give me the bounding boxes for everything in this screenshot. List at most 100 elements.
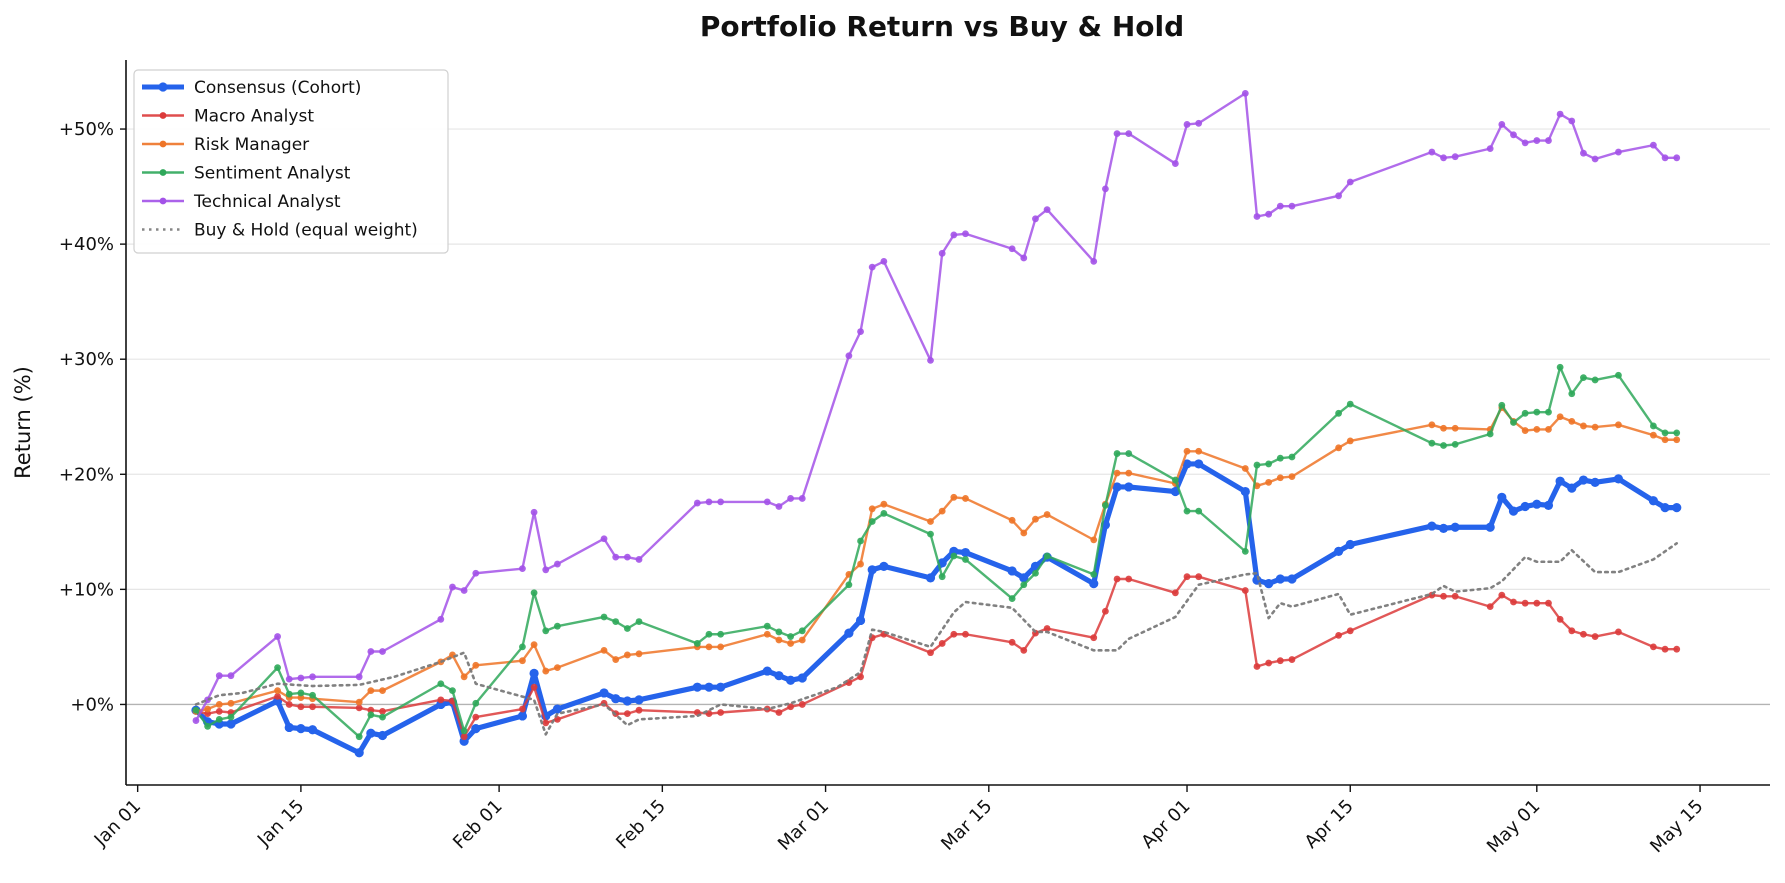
data-point-consensus-cohort-72 bbox=[1672, 503, 1682, 513]
data-point-consensus-cohort-57 bbox=[1438, 523, 1449, 533]
data-point-sentiment-analyst-58 bbox=[1451, 440, 1459, 448]
data-point-risk-manager-52 bbox=[1276, 474, 1284, 482]
data-point-sentiment-analyst-6 bbox=[297, 689, 305, 697]
data-point-consensus-cohort-26 bbox=[762, 666, 772, 676]
data-point-risk-manager-31 bbox=[857, 560, 864, 568]
data-point-technical-analyst-48 bbox=[1195, 119, 1203, 127]
data-point-sentiment-analyst-68 bbox=[1591, 376, 1599, 384]
legend-label-risk-manager: Risk Manager bbox=[194, 135, 309, 155]
data-point-sentiment-analyst-24 bbox=[705, 630, 713, 638]
data-point-technical-analyst-8 bbox=[355, 673, 363, 681]
data-point-technical-analyst-19 bbox=[600, 535, 608, 543]
data-point-consensus-cohort-47 bbox=[1182, 459, 1192, 469]
data-point-risk-manager-4 bbox=[274, 687, 281, 695]
data-point-macro-analyst-7 bbox=[309, 703, 316, 711]
data-point-sentiment-analyst-7 bbox=[309, 691, 316, 699]
data-point-sentiment-analyst-22 bbox=[635, 618, 643, 625]
data-point-sentiment-analyst-39 bbox=[1020, 581, 1028, 589]
data-point-sentiment-analyst-19 bbox=[600, 613, 608, 621]
data-point-macro-analyst-49 bbox=[1241, 587, 1249, 594]
data-point-technical-analyst-4 bbox=[274, 633, 281, 640]
data-point-consensus-cohort-23 bbox=[692, 682, 702, 692]
legend-swatch-marker-technical-analyst bbox=[159, 197, 167, 205]
data-point-consensus-cohort-5 bbox=[284, 722, 294, 733]
data-point-technical-analyst-26 bbox=[763, 498, 771, 506]
data-point-sentiment-analyst-28 bbox=[787, 633, 794, 640]
data-point-consensus-cohort-48 bbox=[1194, 459, 1204, 469]
data-point-risk-manager-8 bbox=[355, 698, 363, 706]
data-point-sentiment-analyst-36 bbox=[950, 552, 958, 560]
data-point-consensus-cohort-70 bbox=[1648, 496, 1658, 506]
legend: Consensus (Cohort) Macro Analyst Risk Mana… bbox=[133, 69, 449, 254]
data-point-consensus-cohort-34 bbox=[925, 573, 936, 583]
legend-swatch-marker-consensus-cohort bbox=[158, 82, 168, 92]
data-point-technical-analyst-29 bbox=[798, 495, 806, 502]
data-point-sentiment-analyst-46 bbox=[1171, 476, 1179, 484]
data-point-risk-manager-71 bbox=[1661, 436, 1669, 444]
data-point-consensus-cohort-60 bbox=[1497, 492, 1507, 502]
data-point-technical-analyst-16 bbox=[530, 508, 538, 516]
data-point-macro-analyst-39 bbox=[1020, 646, 1028, 654]
data-point-macro-analyst-66 bbox=[1568, 627, 1576, 635]
y-tick-label-3: +30% bbox=[59, 349, 114, 370]
data-point-technical-analyst-6 bbox=[297, 674, 305, 682]
data-point-technical-analyst-55 bbox=[1346, 178, 1354, 186]
data-point-technical-analyst-20 bbox=[612, 553, 620, 561]
legend-label-consensus-cohort: Consensus (Cohort) bbox=[194, 78, 361, 98]
data-point-sentiment-analyst-2 bbox=[215, 716, 223, 723]
data-point-macro-analyst-41 bbox=[1043, 625, 1051, 632]
data-point-consensus-cohort-14 bbox=[471, 724, 481, 734]
data-point-macro-analyst-50 bbox=[1253, 663, 1261, 670]
data-point-technical-analyst-11 bbox=[437, 615, 445, 623]
data-point-technical-analyst-5 bbox=[285, 675, 293, 683]
data-point-consensus-cohort-24 bbox=[704, 682, 714, 692]
data-point-technical-analyst-50 bbox=[1253, 213, 1261, 220]
data-point-technical-analyst-45 bbox=[1125, 130, 1133, 138]
data-point-technical-analyst-18 bbox=[554, 560, 561, 568]
data-point-sentiment-analyst-53 bbox=[1288, 453, 1296, 461]
data-point-risk-manager-1 bbox=[204, 705, 212, 713]
legend-box bbox=[133, 69, 449, 254]
data-point-sentiment-analyst-57 bbox=[1440, 442, 1447, 449]
data-point-technical-analyst-33 bbox=[880, 257, 888, 265]
data-point-risk-manager-72 bbox=[1673, 436, 1681, 444]
data-point-risk-manager-66 bbox=[1568, 417, 1576, 425]
data-point-risk-manager-18 bbox=[554, 664, 561, 672]
data-point-sentiment-analyst-9 bbox=[367, 711, 375, 719]
data-point-technical-analyst-21 bbox=[623, 553, 631, 561]
data-point-technical-analyst-59 bbox=[1486, 145, 1494, 153]
data-point-macro-analyst-5 bbox=[285, 701, 293, 708]
data-point-risk-manager-29 bbox=[798, 636, 806, 644]
data-point-sentiment-analyst-72 bbox=[1673, 429, 1681, 437]
legend-entry-risk-manager: Risk Manager bbox=[142, 135, 309, 155]
data-point-macro-analyst-6 bbox=[297, 703, 305, 711]
data-point-consensus-cohort-67 bbox=[1578, 475, 1589, 485]
data-point-macro-analyst-25 bbox=[717, 709, 725, 716]
data-point-macro-analyst-63 bbox=[1533, 599, 1541, 607]
y-tick-label-4: +40% bbox=[59, 234, 114, 255]
data-point-consensus-cohort-19 bbox=[599, 688, 609, 698]
data-point-sentiment-analyst-71 bbox=[1661, 429, 1669, 437]
data-point-consensus-cohort-33 bbox=[879, 561, 889, 571]
data-point-sentiment-analyst-51 bbox=[1265, 460, 1273, 468]
data-point-risk-manager-47 bbox=[1183, 447, 1191, 455]
data-point-consensus-cohort-42 bbox=[1089, 579, 1099, 589]
data-point-consensus-cohort-58 bbox=[1450, 522, 1460, 532]
data-point-macro-analyst-2 bbox=[215, 707, 223, 715]
data-point-consensus-cohort-9 bbox=[366, 728, 376, 738]
data-point-sentiment-analyst-50 bbox=[1253, 461, 1261, 469]
data-point-risk-manager-37 bbox=[962, 495, 969, 502]
data-point-risk-manager-70 bbox=[1650, 431, 1657, 439]
data-point-macro-analyst-44 bbox=[1113, 575, 1121, 583]
data-point-consensus-cohort-44 bbox=[1112, 482, 1122, 492]
data-point-macro-analyst-51 bbox=[1265, 659, 1273, 667]
data-point-consensus-cohort-22 bbox=[634, 695, 644, 705]
data-point-technical-analyst-35 bbox=[938, 249, 946, 257]
data-point-risk-manager-64 bbox=[1545, 426, 1552, 433]
data-point-macro-analyst-62 bbox=[1521, 599, 1529, 607]
data-point-macro-analyst-48 bbox=[1195, 573, 1203, 581]
data-point-risk-manager-15 bbox=[519, 657, 526, 665]
data-point-sentiment-analyst-54 bbox=[1335, 409, 1342, 417]
data-point-risk-manager-68 bbox=[1591, 423, 1599, 431]
data-point-technical-analyst-24 bbox=[705, 498, 713, 506]
